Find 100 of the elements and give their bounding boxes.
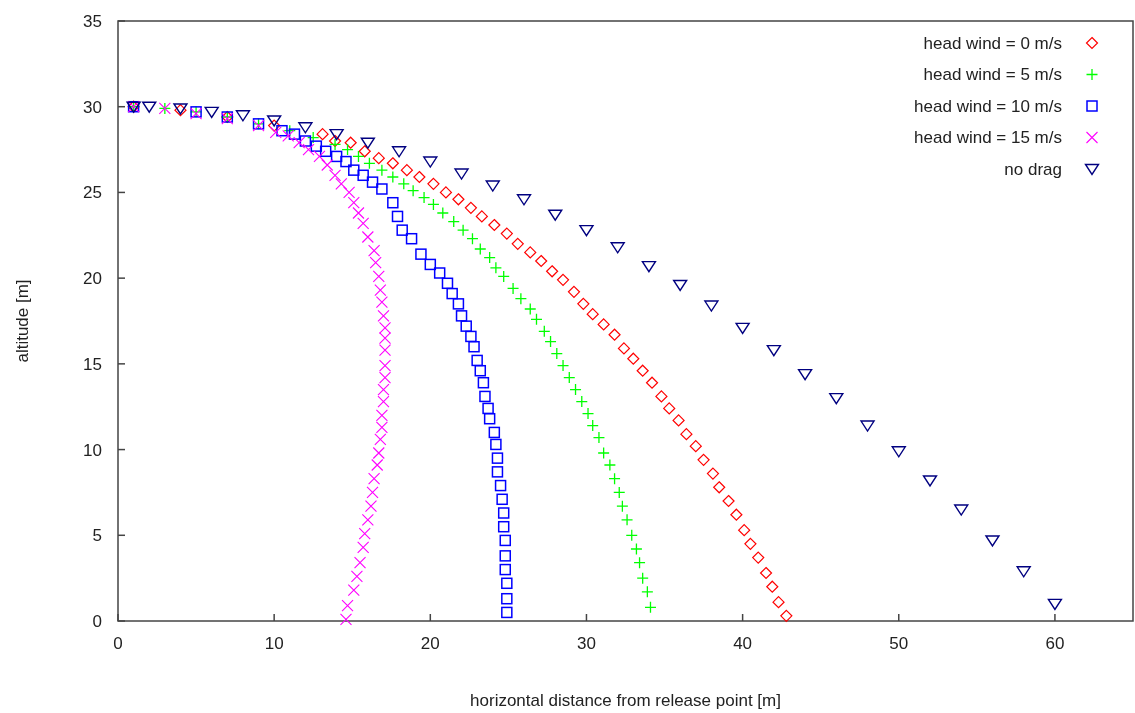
point [697, 453, 710, 466]
point [328, 138, 342, 151]
point [491, 452, 504, 464]
point [497, 270, 510, 283]
point [497, 520, 510, 533]
point [387, 196, 399, 209]
point [371, 458, 384, 472]
point [235, 110, 251, 122]
point [330, 150, 343, 163]
point [759, 566, 773, 580]
point [456, 223, 470, 237]
point [352, 206, 365, 220]
x-tick-label: 20 [420, 634, 440, 653]
point [341, 143, 354, 156]
point [482, 402, 494, 415]
point [316, 128, 329, 141]
point [535, 254, 548, 268]
point [738, 524, 751, 537]
point [530, 313, 543, 326]
y-axis-title: altitude [m] [13, 279, 32, 363]
point [633, 556, 646, 569]
point [636, 571, 649, 585]
point [499, 534, 512, 547]
x-tick-label: 50 [889, 634, 909, 653]
point [340, 155, 352, 168]
point [268, 119, 281, 132]
point [344, 136, 357, 149]
point [538, 325, 551, 338]
point [447, 215, 460, 228]
point [391, 146, 407, 158]
point [464, 201, 478, 214]
point [477, 376, 490, 389]
point [597, 318, 610, 331]
point [501, 592, 513, 605]
point [369, 256, 382, 269]
point [372, 446, 385, 460]
point [386, 157, 399, 170]
point [375, 421, 388, 434]
point [142, 101, 157, 113]
point [406, 184, 420, 197]
y-tick-label: 0 [92, 611, 102, 631]
point [460, 320, 472, 332]
x-axis-title: horizontal distance from release point [m] [470, 691, 781, 710]
point [413, 170, 426, 184]
y-tick-label: 10 [83, 440, 102, 460]
point [797, 368, 813, 381]
point [766, 580, 779, 593]
point [511, 237, 524, 250]
point [397, 177, 410, 191]
point [375, 409, 388, 422]
point [483, 251, 496, 264]
point [625, 529, 638, 542]
point [386, 170, 399, 184]
point [471, 354, 483, 367]
point [328, 134, 342, 148]
point [439, 186, 453, 199]
point [465, 330, 477, 343]
legend-label: no drag [1004, 159, 1062, 179]
point [276, 124, 288, 137]
point [491, 466, 504, 478]
point [313, 150, 326, 163]
point [474, 364, 487, 377]
point [663, 402, 676, 415]
point [366, 176, 379, 188]
point [1016, 566, 1031, 578]
point [501, 606, 513, 619]
point [672, 279, 688, 292]
point [288, 128, 301, 140]
point [417, 191, 431, 204]
legend-label: head wind = 15 m/s [914, 128, 1062, 148]
point [319, 145, 332, 158]
point [455, 310, 468, 322]
point [298, 122, 313, 134]
point [266, 115, 282, 127]
point [514, 292, 528, 305]
point [335, 177, 348, 190]
point [704, 300, 719, 312]
point [516, 194, 532, 206]
point [735, 322, 750, 335]
point [452, 298, 465, 310]
point [772, 596, 785, 609]
point [377, 309, 390, 322]
point [575, 395, 588, 408]
point [475, 210, 488, 223]
point [352, 150, 365, 163]
point [377, 383, 390, 396]
point [546, 265, 559, 278]
point [363, 157, 376, 170]
point [577, 297, 590, 310]
point [479, 390, 491, 403]
point [548, 209, 563, 221]
legend-label: head wind = 5 m/s [923, 65, 1062, 85]
point [424, 258, 437, 271]
point [497, 507, 510, 519]
point [361, 513, 374, 526]
point [378, 321, 392, 334]
point [372, 152, 385, 165]
point [494, 479, 507, 492]
x-tick-label: 40 [733, 634, 753, 653]
point [466, 232, 479, 245]
